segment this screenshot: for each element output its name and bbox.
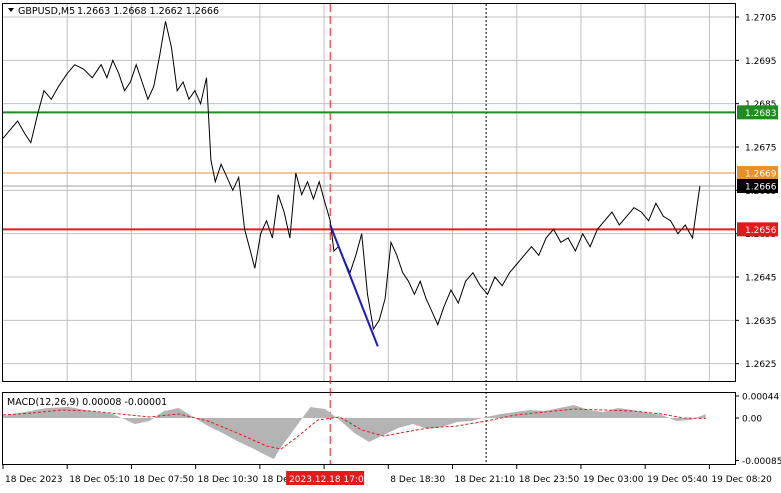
- x-tick-label: 19 Dec 03:00: [583, 475, 644, 485]
- y-tick-label: 1.2695: [745, 57, 777, 67]
- macd-histogram: [3, 405, 706, 459]
- level-price-labels: 1.2683 1.2669 1.2656 1.2666: [737, 105, 778, 237]
- macd-axis-ticks: 0.00044 0.00 -0.00085: [735, 393, 781, 467]
- y-tick-label: 1.2685: [745, 100, 777, 110]
- macd-label: MACD(12,26,9) 0.00008 -0.00001: [7, 397, 167, 408]
- level-price-badge: [737, 166, 778, 180]
- macd-y-tick-label: -0.00085: [742, 457, 781, 467]
- level-price-text: 1.2669: [745, 170, 777, 180]
- y-tick-label: 1.2645: [745, 274, 777, 284]
- y-tick-label: 1.2675: [745, 144, 777, 154]
- symbol-dropdown-icon[interactable]: [8, 8, 14, 12]
- x-tick-label: 19 Dec 05:40: [647, 475, 708, 485]
- trend-segment[interactable]: [329, 224, 379, 347]
- level-price-text: 1.2666: [745, 183, 777, 193]
- x-cursor-label: 2023.12.18 17:00: [289, 475, 370, 485]
- horizontal-levels: [3, 111, 735, 231]
- level-price-text: 1.2656: [745, 226, 777, 236]
- macd-y-tick-label: 0.00044: [742, 393, 779, 403]
- x-tick-label: 18 Dec 05:10: [69, 475, 130, 485]
- price-line: [2, 21, 701, 331]
- y-tick-label: 1.2635: [745, 317, 777, 327]
- x-tick-label: 18 Dec 21:10: [455, 475, 516, 485]
- level-price-badge: [737, 179, 778, 193]
- x-tick-label: 18 Dec 2023: [5, 475, 63, 485]
- x-tick-label: 18 Dec 07:50: [133, 475, 194, 485]
- ohlc-readout: 1.2663 1.2668 1.2662 1.2666: [77, 6, 219, 17]
- price-series: [2, 21, 701, 331]
- price-pane: [2, 3, 736, 382]
- symbol-label[interactable]: GBPUSD,M5: [18, 6, 75, 17]
- x-tick-label: 19 Dec 08:20: [711, 475, 772, 485]
- x-tick-label: 18 Dec 23:50: [519, 475, 580, 485]
- x-tick-label: 18 Dec 10:30: [198, 475, 259, 485]
- macd-series: [2, 405, 706, 459]
- grid: [3, 4, 735, 381]
- time-axis[interactable]: 18 Dec 2023 18 Dec 05:10 18 Dec 07:50 18 De…: [2, 465, 772, 485]
- y-tick-label: 1.2705: [745, 14, 777, 24]
- macd-signal-line: [2, 408, 706, 450]
- x-tick-label: 8 Dec 18:30: [390, 475, 445, 485]
- level-price-text: 1.2683: [745, 109, 777, 119]
- y-tick-label: 1.2625: [745, 360, 777, 370]
- vertical-markers: [329, 4, 487, 464]
- level-price-badge: [737, 222, 778, 237]
- trend-line[interactable]: [329, 224, 379, 347]
- chart-header: GBPUSD,M5 1.2663 1.2668 1.2662 1.2666: [8, 6, 219, 17]
- x-cursor-badge: [286, 471, 365, 485]
- level-price-badge: [737, 105, 778, 120]
- macd-y-tick-label: 0.00: [742, 415, 762, 425]
